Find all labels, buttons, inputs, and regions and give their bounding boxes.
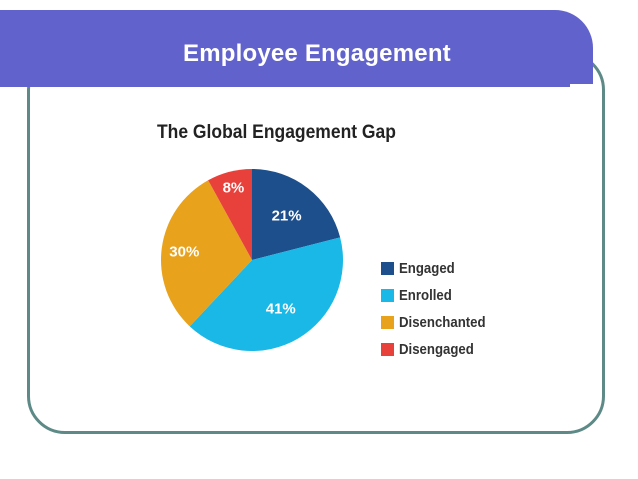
legend-label: Engaged [399, 260, 455, 277]
pie-slice-disengaged [208, 169, 252, 260]
legend-label: Disengaged [399, 341, 474, 358]
slice-label-disengaged: 8% [223, 180, 245, 197]
pie-slice-enrolled [189, 237, 344, 352]
legend-swatch [381, 289, 394, 302]
title-banner: Employee Engagement [0, 10, 593, 84]
slice-label-enrolled: 41% [266, 301, 296, 318]
chart-title: The Global Engagement Gap [157, 122, 396, 143]
legend-item-enrolled: Enrolled [381, 282, 497, 309]
legend-item-disengaged: Disengaged [381, 336, 497, 363]
banner-underline [0, 84, 570, 87]
pie-slice-disenchanted [161, 180, 252, 327]
legend-item-disenchanted: Disenchanted [381, 309, 497, 336]
legend-swatch [381, 343, 394, 356]
pie-slice-engaged [252, 169, 341, 260]
slice-label-disenchanted: 30% [169, 243, 199, 260]
legend-item-engaged: Engaged [381, 255, 497, 282]
legend-label: Disenchanted [399, 314, 486, 331]
legend-swatch [381, 316, 394, 329]
legend-swatch [381, 262, 394, 275]
chart-legend: Engaged Enrolled Disenchanted Disengaged [381, 255, 497, 363]
slice-label-engaged: 21% [272, 207, 302, 224]
slide-title: Employee Engagement [183, 40, 451, 67]
legend-label: Enrolled [399, 287, 452, 304]
